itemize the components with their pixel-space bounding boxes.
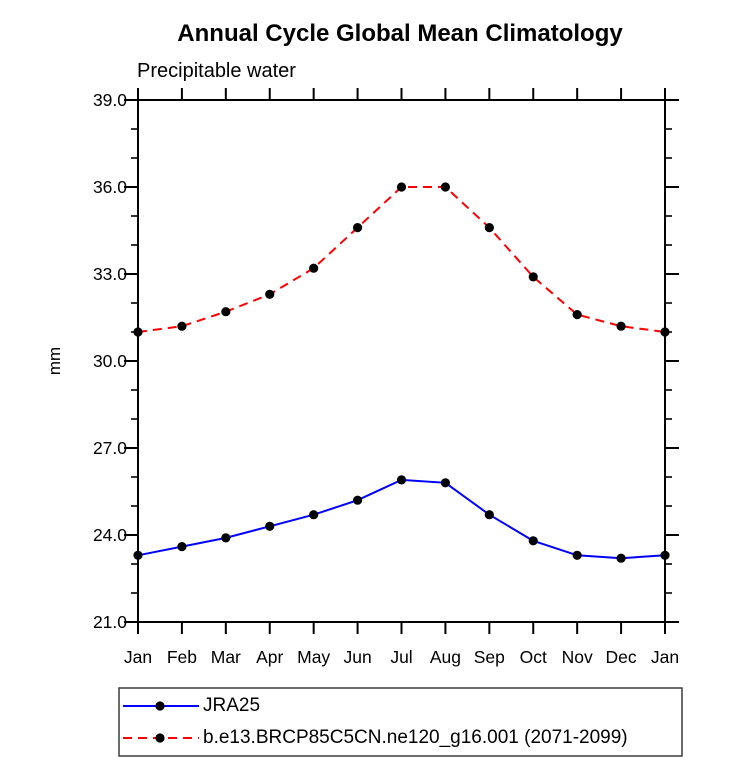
series-marker [265,289,275,299]
legend-label-model-run: b.e13.BRCP85C5CN.ne120_g16.001 (2071-209… [203,727,628,748]
series-marker [133,550,143,560]
series-marker [177,542,187,552]
series-marker [309,510,319,520]
y-tick-label: 30.0 [93,351,127,371]
series-marker [572,310,582,320]
x-tick-label: May [297,647,330,667]
series-line-0 [137,478,666,560]
y-tick-label: 39.0 [93,90,127,110]
series-marker [440,478,451,488]
series-marker [660,327,670,337]
series-marker [309,263,319,273]
series-marker [528,272,538,282]
y-tick-label: 21.0 [93,612,127,632]
series-marker [177,321,187,331]
x-tick-label: Dec [606,647,637,667]
x-tick-label: Jan [124,647,152,667]
x-tick-label: Mar [211,647,241,667]
series-marker [221,307,231,317]
series-marker [484,223,494,233]
x-tick-label: Feb [167,647,197,667]
series-marker [352,495,363,505]
plot-frame [137,99,666,623]
legend-sample-marker-1 [155,733,165,743]
series-marker [396,475,407,485]
series-marker [616,553,626,563]
y-tick-label: 33.0 [93,264,127,284]
y-tick-label: 24.0 [93,525,127,545]
x-tick-label: Aug [430,647,461,667]
series-marker [616,321,626,331]
series-marker [572,550,582,560]
x-tick-label: Apr [256,647,283,667]
x-tick-label: Jun [343,647,371,667]
y-tick-label: 36.0 [93,177,127,197]
series-marker [133,327,143,337]
series-marker [440,182,451,192]
y-tick-label: 27.0 [93,438,127,458]
legend-sample-marker-0 [155,701,165,711]
series-marker [265,521,275,531]
chart-title: Annual Cycle Global Mean Climatology [177,20,623,47]
series-marker [352,223,363,233]
series-marker [396,182,407,192]
chart-subtitle: Precipitable water [137,60,296,82]
x-tick-label: Oct [520,647,547,667]
series-marker [221,533,231,543]
x-tick-label: Jan [651,647,679,667]
series-marker [528,536,538,546]
x-tick-label: Jul [390,647,412,667]
x-tick-label: Sep [474,647,505,667]
series-line-1 [137,186,666,333]
legend-box [118,687,683,757]
series-marker [484,510,494,520]
legend-label-jra25: JRA25 [203,695,261,716]
x-tick-label: Nov [562,647,593,667]
series-marker [660,550,670,560]
